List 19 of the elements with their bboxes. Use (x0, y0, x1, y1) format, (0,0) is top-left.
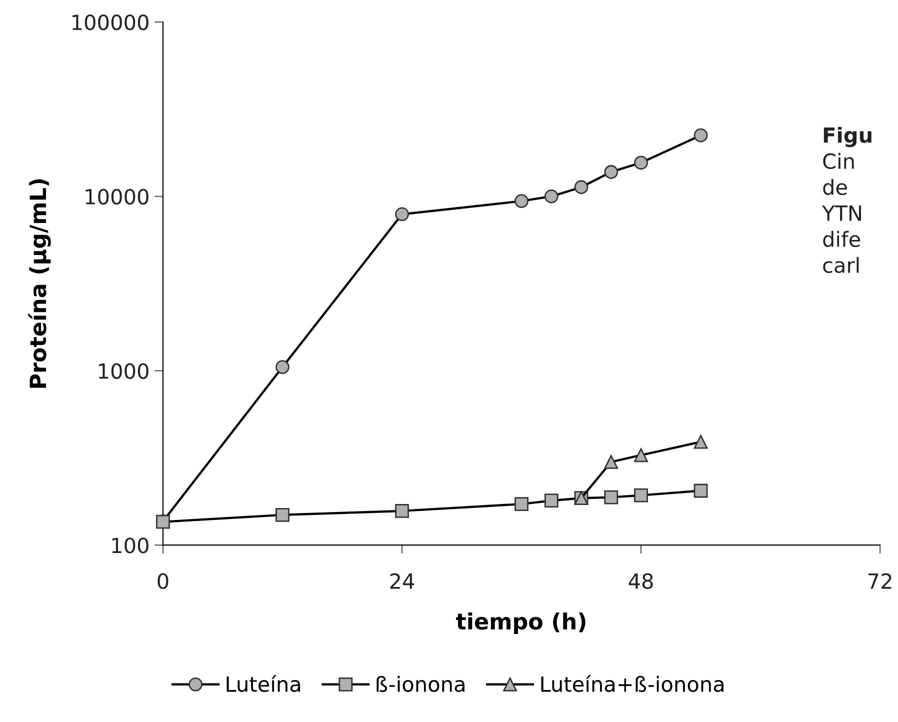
annotation: dife (823, 230, 860, 248)
x-tick-label: 24 (390, 573, 414, 589)
y-tick-label: 100 (112, 538, 148, 554)
legend-label: Luteína+ß-ionona (541, 675, 724, 692)
annotation: carl (823, 256, 859, 274)
x-axis-title: tiempo (h) (456, 612, 586, 634)
y-tick-label: 100000 (72, 14, 148, 30)
annotation: YTN (822, 206, 861, 221)
legend-label: Luteína (226, 675, 300, 692)
y-axis-title: Proteína (µg/mL) (28, 179, 51, 388)
y-tick-label: 1000 (99, 363, 148, 379)
annotation: Cin (823, 152, 854, 170)
legend-label: ß-ionona (376, 676, 464, 692)
x-tick-label: 48 (628, 573, 653, 590)
x-tick-label: 0 (158, 573, 168, 590)
annotation: de (823, 178, 847, 196)
annotation: Figu (824, 126, 872, 148)
y-tick-label: 10000 (86, 188, 148, 205)
x-tick-label: 72 (868, 573, 892, 589)
